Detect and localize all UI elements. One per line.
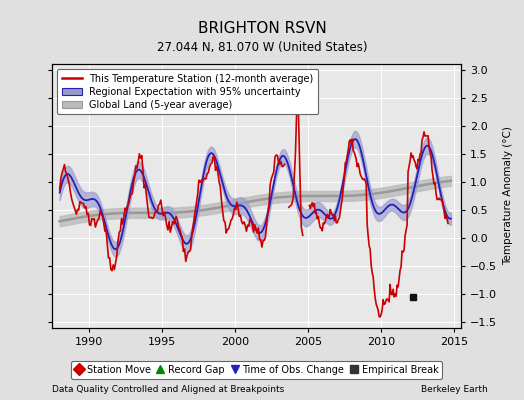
Text: BRIGHTON RSVN: BRIGHTON RSVN [198,21,326,36]
Y-axis label: Temperature Anomaly (°C): Temperature Anomaly (°C) [503,126,512,266]
Text: Berkeley Earth: Berkeley Earth [421,385,487,394]
Text: Data Quality Controlled and Aligned at Breakpoints: Data Quality Controlled and Aligned at B… [52,385,285,394]
Legend: Station Move, Record Gap, Time of Obs. Change, Empirical Break: Station Move, Record Gap, Time of Obs. C… [71,361,442,378]
Text: 27.044 N, 81.070 W (United States): 27.044 N, 81.070 W (United States) [157,41,367,54]
